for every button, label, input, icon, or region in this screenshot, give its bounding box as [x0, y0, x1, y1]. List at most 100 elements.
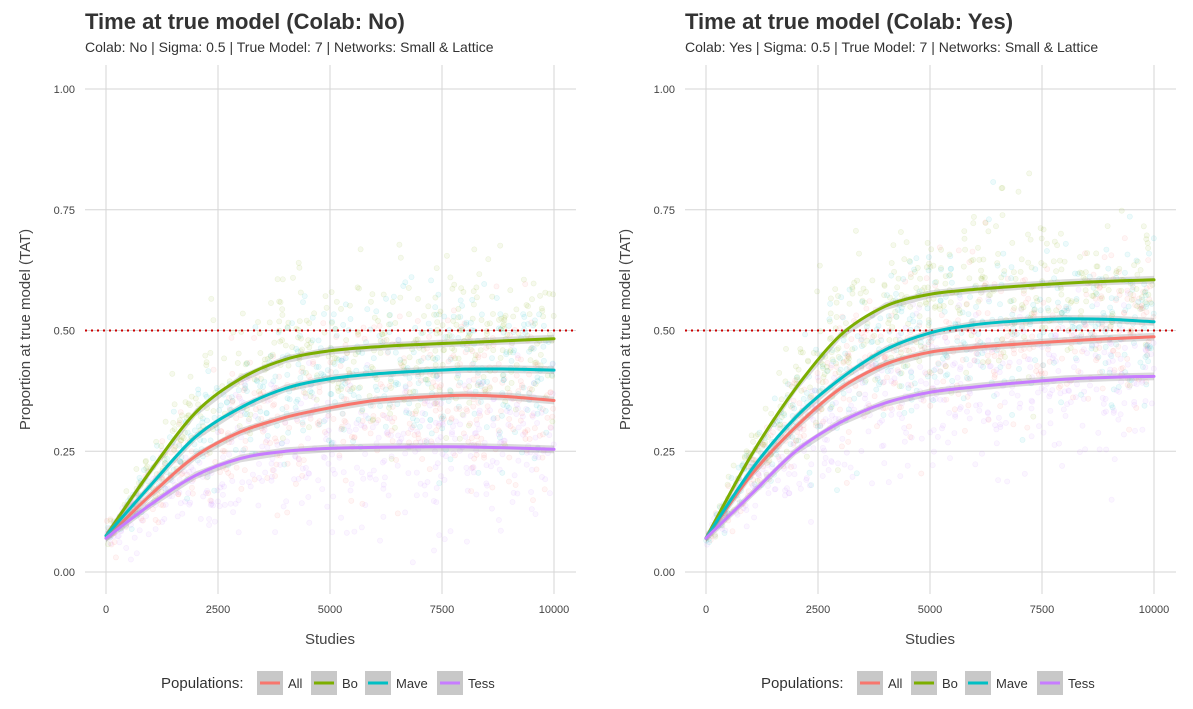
scatter-point	[320, 418, 327, 425]
scatter-point	[487, 385, 493, 391]
scatter-point	[223, 399, 230, 405]
scatter-point	[277, 299, 284, 306]
scatter-point	[791, 471, 798, 478]
scatter-point	[433, 499, 440, 505]
scatter-point	[242, 385, 249, 392]
scatter-point	[379, 383, 386, 390]
scatter-point	[197, 436, 203, 443]
scatter-point	[1103, 246, 1110, 253]
scatter-point	[502, 312, 509, 319]
scatter-point	[392, 320, 399, 326]
scatter-point	[338, 425, 345, 432]
scatter-point	[264, 432, 271, 439]
scatter-point	[993, 391, 1000, 398]
scatter-point	[529, 413, 536, 420]
scatter-point	[470, 301, 477, 308]
scatter-point	[851, 345, 858, 351]
scatter-point	[927, 429, 934, 436]
scatter-point	[300, 457, 307, 463]
scatter-point	[863, 288, 869, 295]
scatter-point	[323, 304, 330, 311]
scatter-point	[241, 385, 248, 392]
scatter-point	[455, 314, 462, 321]
scatter-point	[211, 414, 218, 421]
scatter-point	[171, 401, 178, 408]
scatter-point	[1011, 305, 1018, 311]
scatter-point	[547, 389, 554, 396]
scatter-point	[348, 497, 355, 504]
scatter-point	[1149, 400, 1155, 407]
scatter-point	[347, 487, 354, 494]
scatter-point	[217, 402, 224, 409]
scatter-point	[315, 337, 322, 344]
scatter-point	[359, 406, 366, 413]
scatter-point	[432, 383, 439, 389]
scatter-point	[1133, 381, 1140, 388]
scatter-point	[1055, 368, 1062, 374]
scatter-point	[1059, 355, 1065, 362]
scatter-point	[369, 424, 376, 431]
scatter-point	[284, 324, 291, 331]
scatter-point	[528, 489, 534, 495]
scatter-point	[1108, 252, 1115, 259]
scatter-point	[292, 404, 299, 411]
scatter-point	[743, 507, 750, 513]
scatter-point	[274, 276, 281, 283]
scatter-point	[324, 367, 331, 373]
scatter-point	[902, 363, 909, 370]
scatter-point	[533, 466, 540, 473]
scatter-point	[972, 461, 979, 468]
scatter-point	[471, 246, 478, 253]
scatter-point	[538, 305, 545, 312]
scatter-point	[276, 327, 282, 334]
scatter-point	[895, 368, 902, 375]
scatter-point	[862, 391, 869, 398]
scatter-point	[547, 389, 554, 395]
scatter-point	[381, 330, 388, 336]
scatter-point	[1079, 422, 1086, 429]
scatter-point	[1077, 254, 1083, 260]
scatter-point	[522, 281, 529, 287]
scatter-point	[918, 470, 925, 477]
scatter-point	[285, 319, 292, 326]
scatter-point	[1021, 470, 1028, 477]
scatter-point	[466, 377, 472, 384]
scatter-point	[933, 366, 939, 372]
scatter-point	[244, 360, 250, 367]
scatter-point	[1138, 305, 1145, 312]
scatter-point	[524, 427, 531, 433]
scatter-point	[484, 378, 490, 385]
scatter-point	[217, 469, 223, 475]
scatter-point	[1002, 353, 1008, 360]
scatter-point	[184, 495, 190, 502]
scatter-point	[422, 376, 429, 383]
scatter-point	[308, 389, 315, 396]
scatter-point	[424, 437, 430, 444]
scatter-point	[466, 399, 473, 406]
scatter-point	[473, 451, 480, 458]
scatter-point	[470, 360, 477, 367]
scatter-point	[541, 357, 547, 364]
scatter-point	[778, 396, 785, 403]
scatter-point	[336, 454, 343, 461]
scatter-point	[837, 406, 843, 413]
scatter-point	[539, 454, 546, 461]
scatter-point	[338, 357, 345, 364]
scatter-point	[900, 276, 907, 282]
scatter-point	[419, 417, 426, 424]
scatter-point	[765, 483, 771, 489]
scatter-point	[414, 318, 421, 324]
scatter-point	[1122, 269, 1128, 276]
scatter-point	[496, 316, 502, 323]
scatter-point	[174, 513, 181, 520]
scatter-point	[499, 372, 506, 379]
scatter-point	[784, 485, 790, 492]
scatter-point	[1001, 399, 1008, 406]
scatter-point	[1022, 276, 1028, 283]
scatter-point	[533, 359, 540, 366]
scatter-point	[370, 416, 377, 423]
scatter-point	[547, 424, 554, 431]
scatter-point	[184, 429, 191, 436]
scatter-point	[225, 430, 231, 437]
scatter-point	[252, 413, 259, 419]
